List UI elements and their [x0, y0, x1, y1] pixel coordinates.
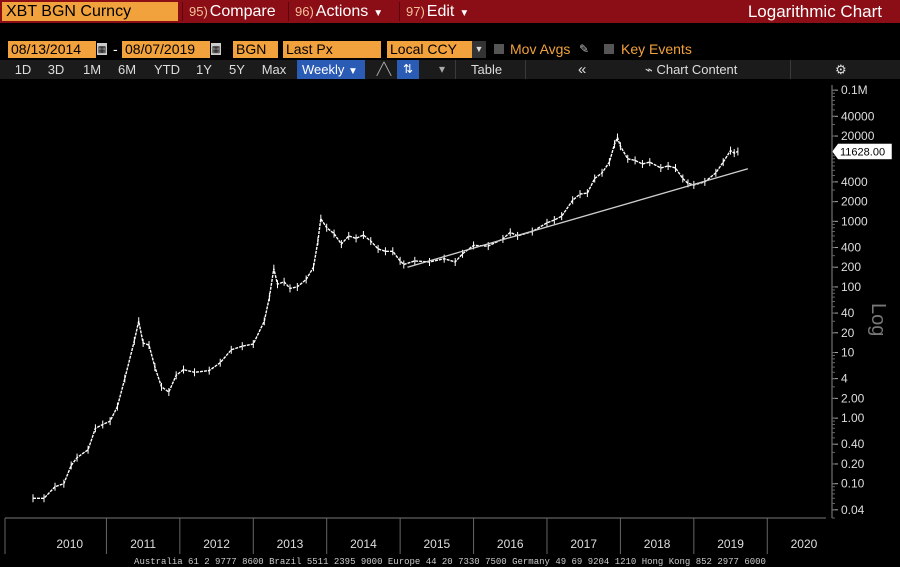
edit-menu[interactable]: 97) Edit ▼	[399, 2, 479, 21]
mov-avgs-label[interactable]: Mov Avgs	[510, 41, 571, 57]
actions-menu-number: 96)	[295, 4, 314, 19]
edit-menu-number: 97)	[406, 4, 425, 19]
period-button-3d[interactable]: 3D	[47, 62, 65, 77]
y-tick-label: 200	[841, 260, 861, 274]
y-tick-label: 0.1M	[841, 83, 868, 97]
y-tick-label: 10	[841, 346, 855, 360]
y-tick-label: 4000	[841, 175, 868, 189]
x-tick-label: 2012	[203, 537, 230, 551]
start-date-field[interactable]: 08/13/2014	[8, 41, 96, 58]
x-tick-label: 2017	[570, 537, 597, 551]
period-button-1m[interactable]: 1M	[82, 62, 102, 77]
x-tick-label: 2015	[423, 537, 450, 551]
period-button-6m[interactable]: 6M	[117, 62, 137, 77]
bar-chart-icon[interactable]: ⇅	[397, 60, 419, 79]
period-toolbar	[0, 60, 900, 79]
frequency-label: Weekly	[302, 62, 345, 77]
x-tick-label: 2018	[644, 537, 671, 551]
trendline	[407, 168, 749, 268]
x-tick-label: 2016	[497, 537, 524, 551]
y-tick-label: 20	[841, 326, 855, 340]
x-tick-label: 2020	[791, 537, 818, 551]
key-events-label[interactable]: Key Events	[621, 41, 692, 57]
y-tick-label: 1000	[841, 214, 868, 228]
price-field-select[interactable]: Last Px	[283, 41, 381, 58]
line-chart-icon[interactable]: ╱╲	[376, 62, 392, 76]
currency-select[interactable]: Local CCY	[387, 41, 472, 58]
y-tick-label: 1.00	[841, 411, 865, 425]
period-button-1y[interactable]: 1Y	[196, 62, 212, 77]
last-value-tag: 11628.00	[831, 143, 893, 160]
period-button-ytd[interactable]: YTD	[154, 62, 180, 77]
chevron-down-icon[interactable]: ▾	[438, 62, 446, 76]
chart-overlays: 11628.00	[407, 143, 893, 268]
x-tick-label: 2010	[56, 537, 83, 551]
x-grid	[4, 517, 826, 554]
y-tick-label: 0.04	[841, 503, 865, 517]
y-tick-label: 40000	[841, 109, 875, 123]
collapse-button[interactable]: «	[578, 61, 587, 78]
y-tick-label: 4	[841, 372, 848, 386]
y-tick-label: 40	[841, 306, 855, 320]
mov-avgs-checkbox[interactable]	[494, 44, 504, 54]
actions-menu[interactable]: 96) Actions ▼	[288, 2, 396, 21]
x-axis-labels: 2010 2011 2012 2013 2014 2015 2016 2017 2018 2019…	[56, 537, 817, 551]
last-value-label: 11628.00	[840, 146, 885, 158]
chart-content-button[interactable]: ⌁ Chart Content	[645, 60, 737, 79]
compare-menu-label: Compare	[209, 3, 276, 20]
table-button[interactable]: Table	[471, 62, 503, 77]
chart-content-label: Chart Content	[656, 62, 738, 77]
source-field[interactable]: BGN	[233, 41, 278, 58]
y-tick-label: 0.10	[841, 477, 865, 491]
x-tick-label: 2013	[277, 537, 304, 551]
x-tick-label: 2019	[717, 537, 744, 551]
calendar-icon[interactable]: ▦	[97, 43, 107, 55]
y-tick-label: 400	[841, 240, 861, 254]
key-events-checkbox[interactable]	[604, 44, 614, 54]
actions-menu-label: Actions	[315, 3, 369, 20]
ticker-field[interactable]: XBT BGN Curncy	[2, 2, 178, 21]
chart-title: Logarithmic Chart	[747, 2, 882, 21]
y-tick-label: 100	[841, 280, 861, 294]
y-tick-label: 20000	[841, 129, 875, 143]
price-series	[32, 133, 739, 503]
y-axis: 0.1M 40000 20000 4000 2000 1000 400 200 100 40 20 1…	[831, 83, 889, 519]
y-tick-label: 0.20	[841, 457, 865, 471]
footer-contacts: Australia 61 2 9777 8600 Brazil 5511 239…	[134, 557, 766, 567]
y-tick-label: 2000	[841, 195, 868, 209]
chevron-down-icon: ▼	[373, 8, 384, 19]
pencil-icon[interactable]: ✎	[579, 42, 590, 56]
period-button-5y[interactable]: 5Y	[229, 62, 245, 77]
end-date-field[interactable]: 08/07/2019	[122, 41, 210, 58]
date-separator: -	[113, 41, 118, 57]
last-value-box	[831, 143, 893, 160]
chevron-down-icon[interactable]: ▼	[472, 41, 486, 58]
frequency-dropdown[interactable]: Weekly ▼	[297, 60, 365, 79]
x-tick-label: 2011	[130, 537, 156, 551]
compare-menu-number: 95)	[189, 4, 208, 19]
settings-gear-icon[interactable]: ⚙	[835, 62, 847, 77]
period-button-max[interactable]: Max	[261, 62, 287, 77]
edit-menu-label: Edit	[426, 3, 455, 20]
y-tick-label: 0.40	[841, 437, 865, 451]
y-axis-label: Log	[867, 303, 889, 336]
chevron-down-icon: ▼	[348, 66, 358, 77]
y-tick-label: 2.00	[841, 391, 865, 405]
period-button-1d[interactable]: 1D	[14, 62, 32, 77]
calendar-icon[interactable]: ▦	[211, 43, 221, 55]
price-chart: 2010 2011 2012 2013 2014 2015 2016 2017 2018 2019…	[4, 83, 893, 554]
chevron-down-icon: ▼	[459, 8, 470, 19]
compare-menu[interactable]: 95) Compare	[182, 2, 285, 21]
x-tick-label: 2014	[350, 537, 377, 551]
chart-content-icon: ⌁	[645, 62, 657, 77]
